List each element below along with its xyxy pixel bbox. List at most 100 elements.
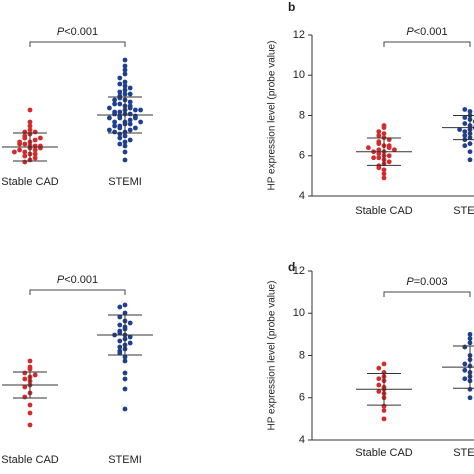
data-dot [462,376,468,382]
data-dot [467,141,473,147]
data-dot [27,119,33,125]
y-tick-label: 10 [293,69,305,81]
data-dot [112,111,117,117]
data-dot [117,101,123,107]
data-dot [112,97,117,103]
y-tick-label: 4 [299,190,305,202]
data-dot [107,115,112,121]
data-dot [462,367,468,373]
data-dot [27,422,33,428]
data-dot [376,389,382,394]
data-dot [381,167,387,173]
y-tick-label: 4 [299,434,305,446]
data-dot [32,147,38,153]
data-dot [117,322,123,328]
data-dot [127,334,133,340]
data-dot [122,139,128,145]
data-dot [32,143,38,149]
data-dot [462,107,468,112]
data-dot [376,129,382,135]
data-dot [122,67,128,73]
x-tick-label: STEMI [453,447,474,459]
data-dot [22,376,28,382]
y-tick-label: 8 [299,109,305,121]
data-dot [117,109,123,115]
data-dot [122,143,128,149]
data-dot [127,111,133,117]
data-dot [127,117,133,123]
data-dot [467,331,473,337]
y-axis-label: HP expression level (probe value) [267,281,278,431]
data-dot [117,131,123,137]
data-dot [122,149,128,155]
data-dot [381,123,387,128]
data-dot [122,386,128,392]
data-dot [386,153,392,159]
p-symbol: P [57,26,65,38]
data-dot [122,79,128,85]
data-dot [376,365,382,371]
data-dot [127,127,133,133]
data-dot [386,143,392,149]
data-dot [112,123,117,129]
data-dot [462,129,468,135]
data-dot [27,127,33,133]
data-dot [462,133,468,139]
data-dot [386,159,392,165]
data-dot [138,107,144,113]
data-dot [38,135,43,141]
data-dot [462,361,468,367]
data-dot [117,75,123,81]
data-dot [122,87,128,93]
x-tick-label: Stable CAD [1,454,59,466]
p-value-text: <0.001 [64,274,98,286]
data-dot [457,127,462,132]
data-dot [467,149,473,155]
data-dot [117,141,123,147]
y-axis-label: HP expression level (probe value) [267,41,278,191]
data-dot [127,320,133,326]
y-tick-label: 6 [299,150,305,162]
y-tick-label: 12 [293,29,305,41]
data-dot [127,103,133,109]
data-dot [127,137,133,143]
data-dot [22,384,28,390]
data-dot [376,147,382,153]
data-dot [27,364,33,370]
data-dot [22,133,28,139]
x-tick-label: STEMI [108,454,142,466]
p-symbol: P [57,274,65,286]
data-dot [27,410,33,416]
data-dot [122,358,128,364]
data-dot [127,99,133,105]
data-dot [27,123,33,129]
data-dot [381,171,387,177]
data-dot [22,159,28,165]
data-dot [467,395,473,401]
p-value-text: <0.001 [64,26,98,38]
data-dot [117,348,123,354]
data-dot [467,340,473,346]
data-dot [122,83,128,89]
data-dot [27,107,33,113]
data-dot [392,147,397,153]
p-value: P<0.001 [406,26,447,38]
data-dot [133,107,138,113]
data-dot [376,382,382,388]
data-dot [122,71,128,77]
data-dot [462,344,468,350]
data-dot [117,314,123,320]
data-dot [117,304,123,310]
panel-label: d [288,260,295,274]
data-dot [462,121,468,126]
data-dot [122,63,128,69]
data-dot [381,175,387,181]
p-symbol: P [406,26,414,38]
data-dot [467,109,473,114]
data-dot [22,153,28,159]
data-dot [122,302,128,308]
y-tick-label: 10 [293,307,305,319]
p-symbol: P [406,276,414,288]
data-dot [32,151,38,157]
data-dot [117,93,123,99]
